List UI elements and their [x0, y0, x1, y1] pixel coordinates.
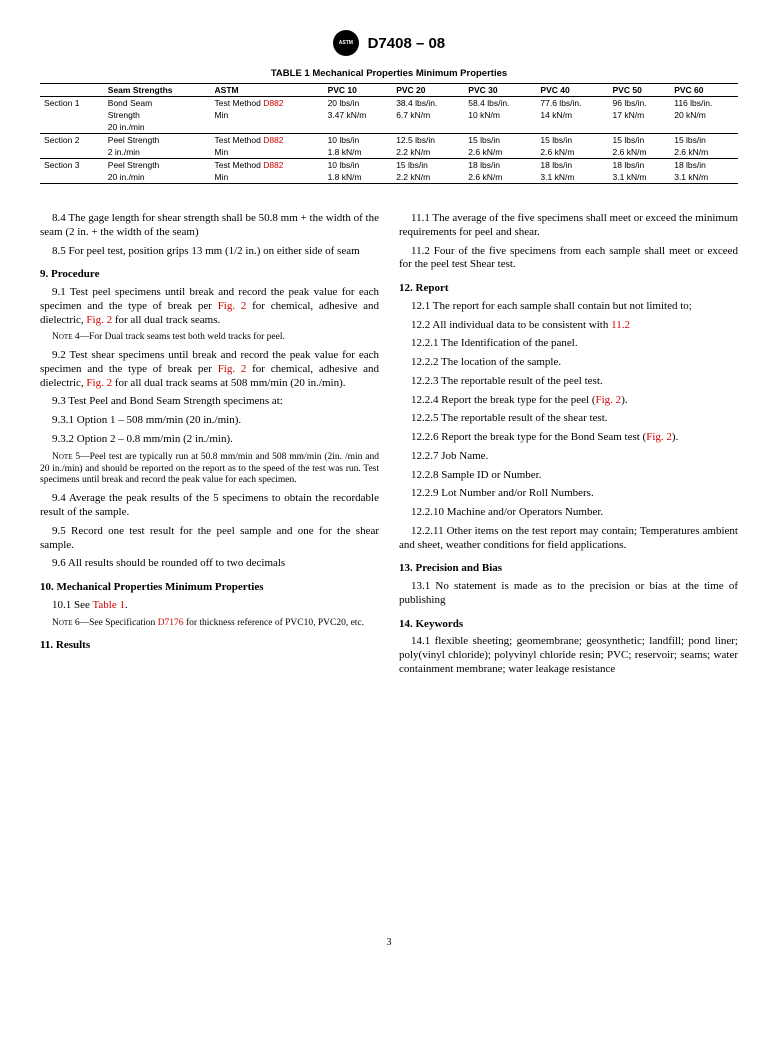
col-pvc10: PVC 10 — [324, 84, 393, 97]
para-12-2: 12.2 All individual data to be consisten… — [399, 319, 738, 333]
para-10-1: 10.1 See Table 1. — [40, 599, 379, 613]
para-9-3-1: 9.3.1 Option 1 – 508 mm/min (20 in./min)… — [40, 414, 379, 428]
heading-9: 9. Procedure — [40, 268, 379, 282]
para-9-5: 9.5 Record one test result for the peel … — [40, 525, 379, 553]
para-12-2-7: 12.2.7 Job Name. — [399, 450, 738, 464]
para-9-3: 9.3 Test Peel and Bond Seam Strength spe… — [40, 395, 379, 409]
properties-table: Seam Strengths ASTM PVC 10 PVC 20 PVC 30… — [40, 83, 738, 184]
col-astm: ASTM — [211, 84, 324, 97]
para-13-1: 13.1 No statement is made as to the prec… — [399, 580, 738, 608]
para-8-5: 8.5 For peel test, position grips 13 mm … — [40, 245, 379, 259]
para-12-2-8: 12.2.8 Sample ID or Number. — [399, 469, 738, 483]
col-pvc30: PVC 30 — [464, 84, 536, 97]
para-12-2-1: 12.2.1 The Identification of the panel. — [399, 337, 738, 351]
section-label: Section 2 — [40, 134, 104, 147]
note-6: Note 6—See Specification D7176 for thick… — [40, 618, 379, 630]
table-row: 2 in./minMin1.8 kN/m2.2 kN/m2.6 kN/m2.6 … — [40, 146, 738, 159]
para-8-4: 8.4 The gage length for shear strength s… — [40, 212, 379, 240]
para-9-6: 9.6 All results should be rounded off to… — [40, 557, 379, 571]
para-12-2-11: 12.2.11 Other items on the test report m… — [399, 525, 738, 553]
para-9-2: 9.2 Test shear specimens until break and… — [40, 349, 379, 390]
para-12-2-6: 12.2.6 Report the break type for the Bon… — [399, 431, 738, 445]
note-4: Note 4—For Dual track seams test both we… — [40, 332, 379, 344]
para-9-1: 9.1 Test peel specimens until break and … — [40, 286, 379, 327]
table-row: Section 1Bond SeamTest Method D88220 lbs… — [40, 97, 738, 110]
link-table1[interactable]: Table 1 — [92, 599, 125, 611]
heading-11: 11. Results — [40, 639, 379, 653]
col-pvc20: PVC 20 — [392, 84, 464, 97]
para-11-2: 11.2 Four of the five specimens from eac… — [399, 245, 738, 273]
table-row: 20 in./min — [40, 121, 738, 134]
table-row: StrengthMin3.47 kN/m6.7 kN/m10 kN/m14 kN… — [40, 109, 738, 121]
doc-id: D7408 – 08 — [368, 35, 446, 52]
table-header-row: Seam Strengths ASTM PVC 10 PVC 20 PVC 30… — [40, 84, 738, 97]
heading-10: 10. Mechanical Properties Minimum Proper… — [40, 581, 379, 595]
link-d7176[interactable]: D7176 — [158, 618, 184, 628]
link-fig2[interactable]: Fig. 2 — [646, 431, 672, 443]
note-5: Note 5—Peel test are typically run at 50… — [40, 452, 379, 488]
para-12-1: 12.1 The report for each sample shall co… — [399, 300, 738, 314]
table-row: 20 in./minMin1.8 kN/m2.2 kN/m2.6 kN/m3.1… — [40, 171, 738, 184]
link-fig2[interactable]: Fig. 2 — [596, 394, 622, 406]
col-seam: Seam Strengths — [104, 84, 211, 97]
body-columns: 8.4 The gage length for shear strength s… — [40, 212, 738, 677]
link-d882[interactable]: D882 — [263, 160, 283, 170]
table-row: Section 3Peel StrengthTest Method D88210… — [40, 159, 738, 172]
para-14-1: 14.1 flexible sheeting; geomembrane; geo… — [399, 635, 738, 676]
link-fig2[interactable]: Fig. 2 — [86, 377, 112, 389]
heading-12: 12. Report — [399, 282, 738, 296]
col-pvc40: PVC 40 — [536, 84, 608, 97]
col-pvc60: PVC 60 — [670, 84, 738, 97]
link-d882[interactable]: D882 — [263, 135, 283, 145]
page-number: 3 — [40, 937, 738, 948]
link-fig2[interactable]: Fig. 2 — [218, 363, 247, 375]
link-fig2[interactable]: Fig. 2 — [218, 300, 247, 312]
heading-13: 13. Precision and Bias — [399, 562, 738, 576]
link-fig2[interactable]: Fig. 2 — [86, 314, 112, 326]
para-12-2-3: 12.2.3 The reportable result of the peel… — [399, 375, 738, 389]
heading-14: 14. Keywords — [399, 618, 738, 632]
para-11-1: 11.1 The average of the five specimens s… — [399, 212, 738, 240]
para-12-2-2: 12.2.2 The location of the sample. — [399, 356, 738, 370]
link-d882[interactable]: D882 — [263, 98, 283, 108]
para-12-2-10: 12.2.10 Machine and/or Operators Number. — [399, 506, 738, 520]
table-title: TABLE 1 Mechanical Properties Minimum Pr… — [40, 68, 738, 79]
para-12-2-9: 12.2.9 Lot Number and/or Roll Numbers. — [399, 487, 738, 501]
col-pvc50: PVC 50 — [609, 84, 671, 97]
para-9-3-2: 9.3.2 Option 2 – 0.8 mm/min (2 in./min). — [40, 433, 379, 447]
section-label: Section 3 — [40, 159, 104, 172]
astm-logo — [333, 30, 359, 56]
doc-header: D7408 – 08 — [40, 30, 738, 56]
link-11-2[interactable]: 11.2 — [611, 319, 630, 331]
section-label: Section 1 — [40, 97, 104, 110]
para-9-4: 9.4 Average the peak results of the 5 sp… — [40, 492, 379, 520]
table-row: Section 2Peel StrengthTest Method D88210… — [40, 134, 738, 147]
para-12-2-4: 12.2.4 Report the break type for the pee… — [399, 394, 738, 408]
para-12-2-5: 12.2.5 The reportable result of the shea… — [399, 412, 738, 426]
col-blank — [40, 84, 104, 97]
